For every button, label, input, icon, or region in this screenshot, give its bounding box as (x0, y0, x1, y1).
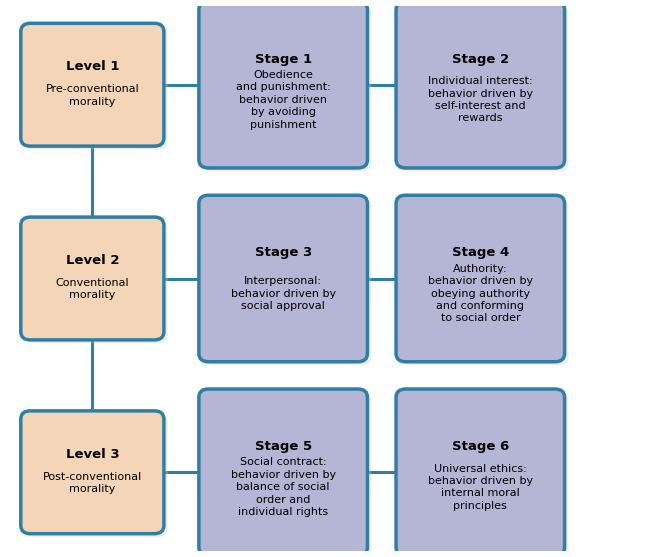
Text: Stage 6: Stage 6 (452, 440, 509, 453)
FancyBboxPatch shape (396, 389, 565, 555)
FancyBboxPatch shape (199, 389, 367, 555)
Text: Stage 4: Stage 4 (452, 247, 509, 260)
FancyBboxPatch shape (25, 221, 167, 343)
FancyBboxPatch shape (21, 217, 164, 340)
Text: Individual interest:
behavior driven by
self-interest and
rewards: Individual interest: behavior driven by … (428, 76, 533, 123)
FancyBboxPatch shape (21, 23, 164, 146)
FancyBboxPatch shape (25, 27, 167, 149)
FancyBboxPatch shape (199, 2, 367, 168)
Text: Level 1: Level 1 (66, 60, 119, 73)
Text: Authority:
behavior driven by
obeying authority
and conforming
to social order: Authority: behavior driven by obeying au… (428, 263, 533, 323)
FancyBboxPatch shape (202, 392, 371, 557)
FancyBboxPatch shape (400, 392, 569, 557)
FancyBboxPatch shape (400, 198, 569, 365)
FancyBboxPatch shape (21, 411, 164, 534)
Text: Interpersonal:
behavior driven by
social approval: Interpersonal: behavior driven by social… (230, 276, 336, 311)
Text: Level 3: Level 3 (66, 448, 119, 461)
Text: Pre-conventional
morality: Pre-conventional morality (45, 84, 140, 106)
FancyBboxPatch shape (400, 5, 569, 171)
FancyBboxPatch shape (202, 5, 371, 171)
Text: Post-conventional
morality: Post-conventional morality (43, 472, 142, 494)
FancyBboxPatch shape (396, 196, 565, 361)
Text: Universal ethics:
behavior driven by
internal moral
principles: Universal ethics: behavior driven by int… (428, 463, 533, 511)
FancyBboxPatch shape (25, 414, 167, 537)
FancyBboxPatch shape (202, 198, 371, 365)
FancyBboxPatch shape (199, 196, 367, 361)
FancyBboxPatch shape (396, 2, 565, 168)
Text: Stage 1: Stage 1 (254, 53, 312, 66)
Text: Stage 2: Stage 2 (452, 53, 509, 66)
Text: Conventional
morality: Conventional morality (56, 278, 129, 300)
Text: Obedience
and punishment:
behavior driven
by avoiding
punishment: Obedience and punishment: behavior drive… (236, 70, 330, 130)
Text: Stage 3: Stage 3 (254, 247, 312, 260)
Text: Stage 5: Stage 5 (254, 440, 312, 453)
Text: Social contract:
behavior driven by
balance of social
order and
individual right: Social contract: behavior driven by bala… (230, 457, 336, 517)
Text: Level 2: Level 2 (66, 254, 119, 267)
